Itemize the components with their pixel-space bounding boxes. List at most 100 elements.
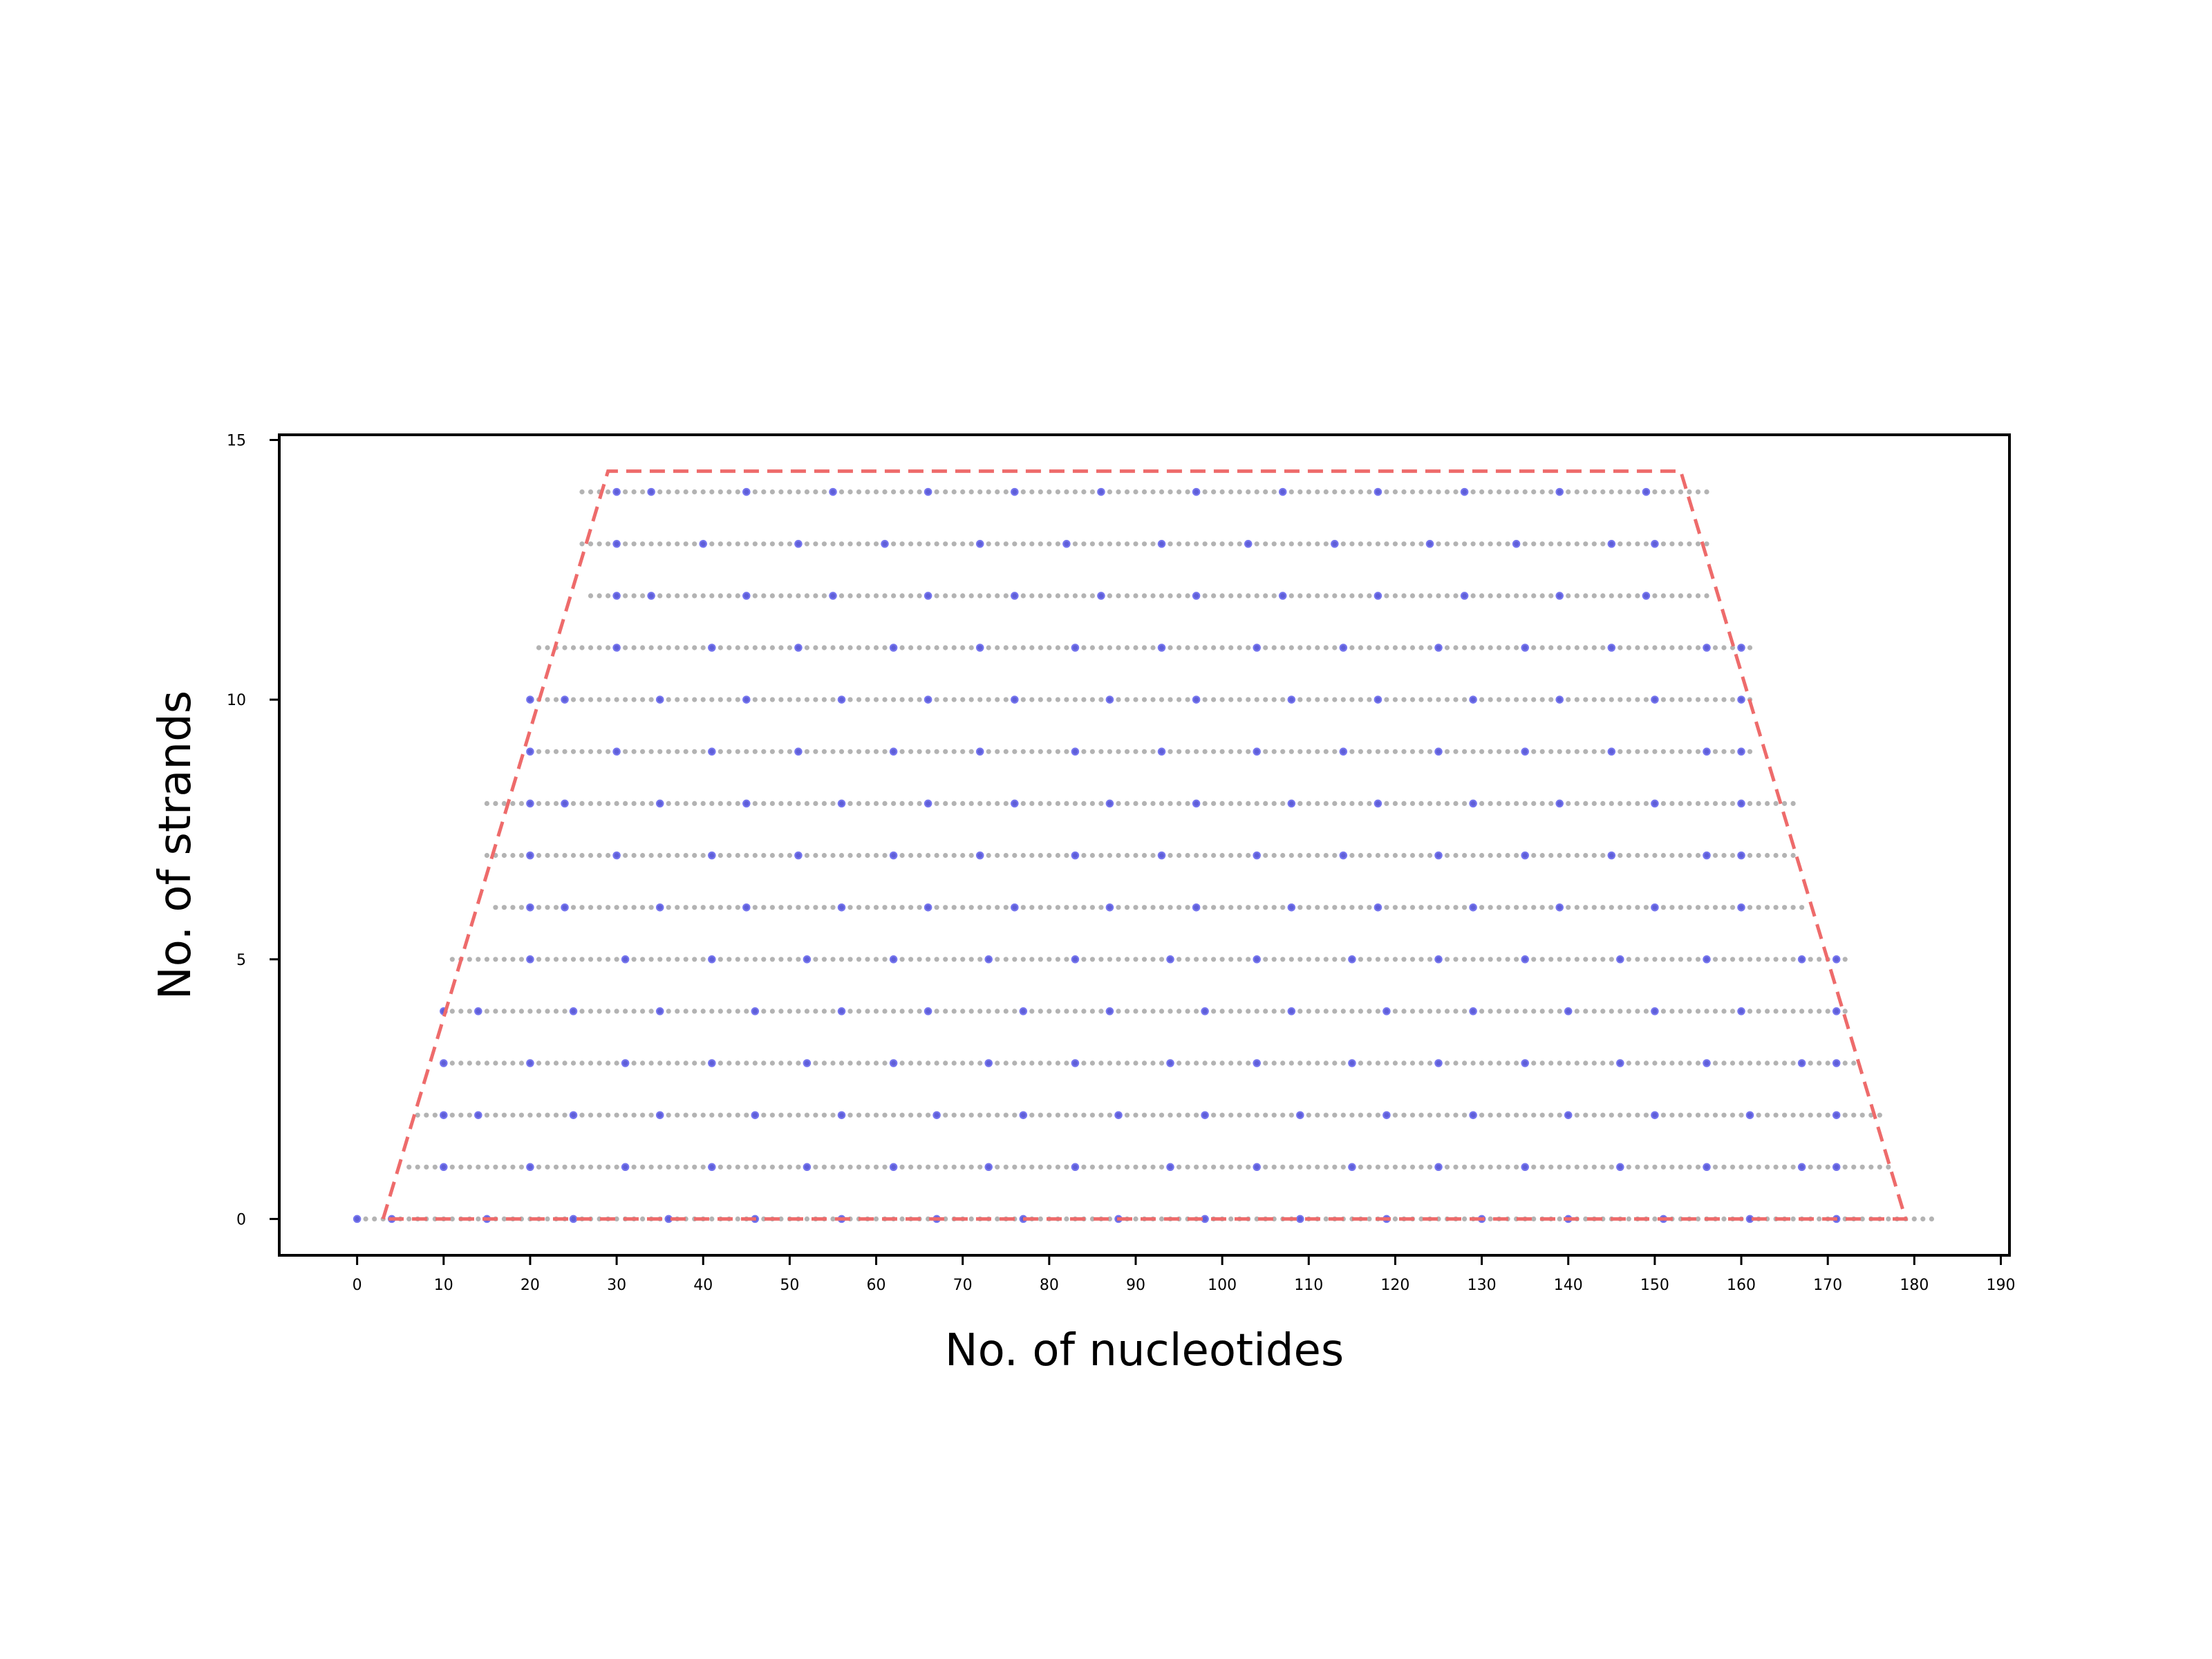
marker-point: [1736, 850, 1747, 861]
marker-point: [1165, 1058, 1176, 1069]
nucleotide-point: [1202, 800, 1208, 806]
nucleotide-point: [588, 1060, 594, 1066]
nucleotide-point: [1323, 749, 1329, 754]
nucleotide-point: [1202, 541, 1208, 547]
nucleotide-point: [1012, 1112, 1018, 1118]
nucleotide-point: [1712, 1112, 1718, 1118]
marker-point: [655, 694, 665, 705]
nucleotide-point: [1237, 800, 1242, 806]
nucleotide-point: [1409, 957, 1416, 962]
nucleotide-point: [692, 852, 697, 859]
nucleotide-point: [606, 800, 611, 806]
nucleotide-point: [1358, 489, 1363, 495]
nucleotide-point: [1790, 852, 1796, 859]
nucleotide-point: [1401, 1009, 1407, 1014]
nucleotide-point: [718, 800, 723, 806]
nucleotide-point: [675, 852, 680, 859]
nucleotide-point: [1695, 1009, 1701, 1014]
nucleotide-point: [1306, 1164, 1311, 1170]
marker-point: [1831, 1109, 1841, 1121]
nucleotide-point: [1635, 1164, 1640, 1170]
nucleotide-point: [1574, 541, 1580, 547]
nucleotide-point: [1695, 1112, 1701, 1118]
nucleotide-point: [1340, 1009, 1346, 1014]
nucleotide-point: [1177, 1164, 1182, 1170]
nucleotide-point: [1427, 957, 1433, 962]
nucleotide-point: [847, 852, 853, 859]
nucleotide-point: [1098, 800, 1104, 806]
nucleotide-point: [1842, 1060, 1848, 1066]
nucleotide-point: [821, 749, 827, 754]
nucleotide-point: [821, 1060, 827, 1066]
nucleotide-point: [1177, 852, 1182, 859]
nucleotide-point: [1817, 1216, 1822, 1221]
nucleotide-point: [804, 749, 809, 754]
nucleotide-point: [1263, 593, 1268, 599]
nucleotide-point: [476, 1060, 481, 1066]
nucleotide-point: [614, 1164, 619, 1170]
marker-point: [1295, 1214, 1306, 1224]
nucleotide-point: [1583, 1009, 1588, 1014]
nucleotide-point: [1392, 645, 1398, 650]
nucleotide-point: [553, 749, 559, 754]
nucleotide-point: [1150, 957, 1156, 962]
nucleotide-point: [1124, 905, 1130, 910]
nucleotide-point: [553, 697, 559, 702]
nucleotide-point: [873, 749, 879, 754]
nucleotide-point: [1600, 800, 1606, 806]
nucleotide-point: [1626, 1009, 1631, 1014]
nucleotide-point: [1842, 1112, 1848, 1118]
nucleotide-point: [1643, 957, 1649, 962]
marker-point: [1554, 902, 1565, 912]
nucleotide-point: [1773, 1164, 1779, 1170]
nucleotide-point: [960, 645, 966, 650]
marker-point: [706, 954, 718, 965]
nucleotide-point: [518, 1060, 525, 1066]
nucleotide-point: [1219, 1009, 1225, 1014]
nucleotide-point: [873, 1009, 879, 1014]
marker-point: [525, 694, 536, 705]
nucleotide-point: [606, 541, 611, 547]
nucleotide-point: [986, 541, 991, 547]
nucleotide-point: [1116, 749, 1121, 754]
nucleotide-point: [1384, 749, 1389, 754]
nucleotide-point: [1211, 1009, 1217, 1014]
nucleotide-point: [1124, 957, 1130, 962]
nucleotide-point: [1029, 489, 1035, 495]
nucleotide-point: [1626, 852, 1631, 859]
nucleotide-point: [1488, 697, 1493, 702]
marker-point: [888, 954, 899, 965]
nucleotide-point: [943, 645, 948, 650]
nucleotide-point: [856, 645, 862, 650]
nucleotide-point: [1574, 1164, 1580, 1170]
nucleotide-point: [1081, 957, 1087, 962]
nucleotide-point: [1020, 957, 1026, 962]
nucleotide-point: [1263, 1009, 1268, 1014]
nucleotide-point: [917, 1009, 922, 1014]
nucleotide-point: [1600, 593, 1606, 599]
nucleotide-point: [960, 489, 966, 495]
nucleotide-point: [631, 749, 637, 754]
nucleotide-point: [1047, 957, 1052, 962]
nucleotide-point: [1790, 1009, 1796, 1014]
nucleotide-point: [882, 697, 888, 702]
nucleotide-point: [908, 1164, 914, 1170]
nucleotide-point: [527, 1112, 533, 1118]
nucleotide-point: [1505, 852, 1510, 859]
nucleotide-point: [536, 1164, 542, 1170]
nucleotide-point: [1695, 957, 1701, 962]
marker-point: [525, 1162, 536, 1172]
nucleotide-point: [882, 645, 888, 650]
nucleotide-point: [570, 957, 577, 962]
nucleotide-point: [1747, 800, 1753, 806]
nucleotide-point: [727, 1112, 732, 1118]
nucleotide-point: [1029, 905, 1035, 910]
marker-point: [438, 1162, 449, 1172]
nucleotide-point: [424, 1112, 429, 1118]
nucleotide-point: [1202, 1164, 1208, 1170]
marker-point: [568, 1109, 579, 1121]
nucleotide-point: [943, 541, 948, 547]
nucleotide-point: [1773, 1009, 1779, 1014]
nucleotide-point: [1712, 645, 1718, 650]
nucleotide-point: [1288, 645, 1294, 650]
